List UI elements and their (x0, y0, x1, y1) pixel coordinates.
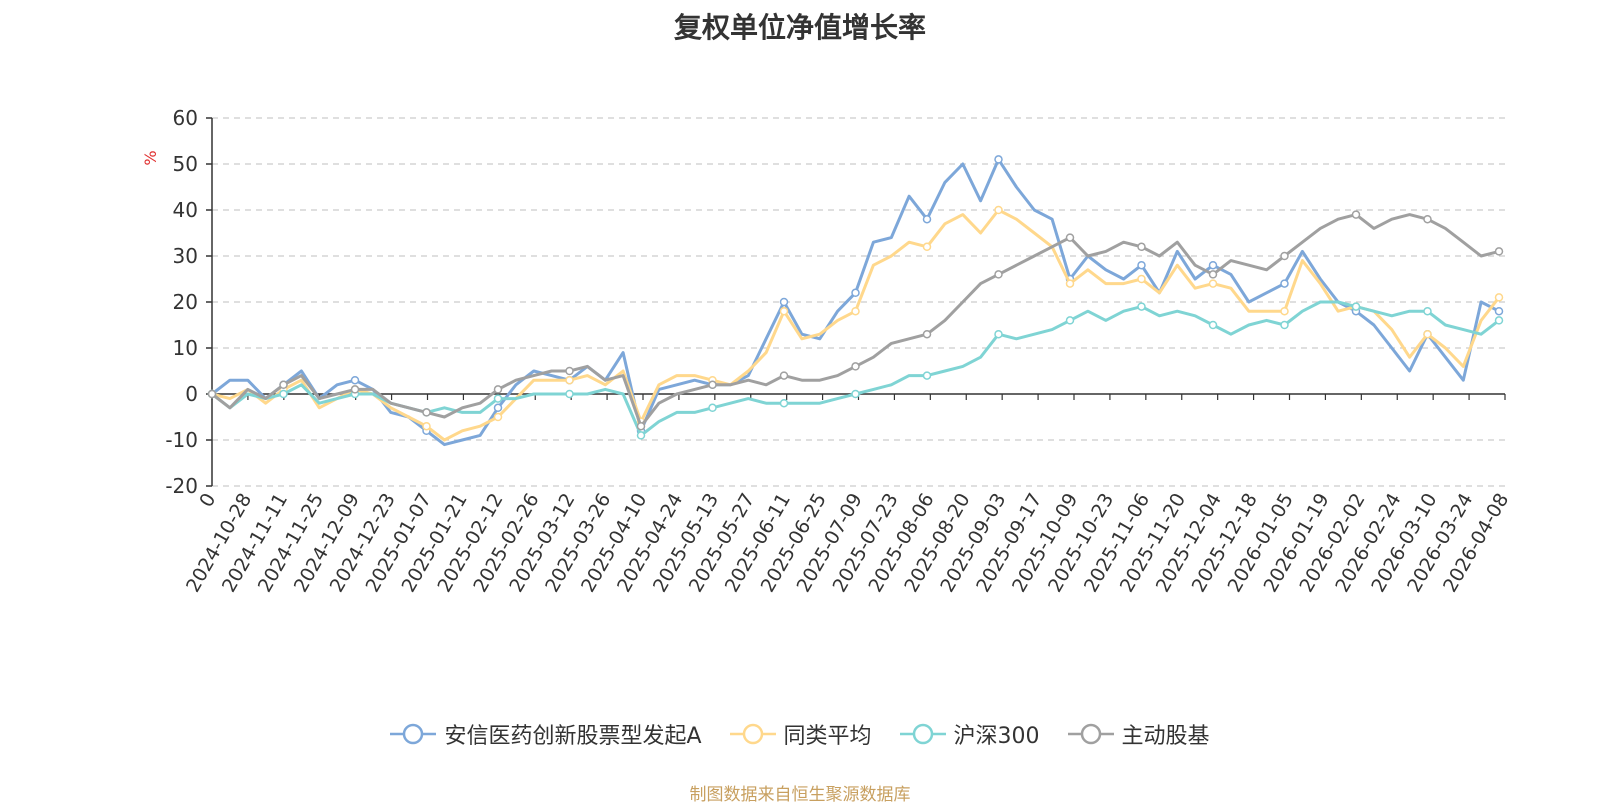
data-point (851, 389, 860, 399)
data-point (1065, 279, 1075, 288)
data-point (1280, 251, 1289, 261)
data-point (1208, 270, 1218, 279)
data-point (1065, 316, 1075, 325)
legend-symbol-icon (899, 723, 946, 745)
data-point (1351, 210, 1361, 219)
data-point (422, 408, 431, 417)
source-note: 制图数据来自恒生聚源数据库 (689, 785, 911, 805)
y-tick-label: 20 (173, 290, 198, 314)
chart-title: 复权单位净值增长率 (673, 11, 926, 44)
legend-label: 同类平均 (783, 724, 872, 749)
data-point (779, 297, 789, 307)
data-point (565, 366, 574, 376)
data-point (1494, 316, 1504, 325)
data-point (636, 431, 646, 440)
legend-item[interactable]: 沪深300 (899, 718, 1040, 750)
data-point (1423, 329, 1432, 339)
data-point (493, 385, 503, 394)
data-point (994, 270, 1003, 279)
axis-layer: -20-10010203040506002024-10-282024-11-11… (165, 106, 1513, 596)
series-layer (207, 155, 1504, 447)
data-point (922, 329, 932, 339)
data-point (994, 205, 1003, 215)
y-tick-label: 30 (173, 244, 198, 268)
data-point (1137, 274, 1146, 284)
legend-symbol-icon (729, 723, 776, 745)
data-point (493, 394, 503, 403)
data-point (1494, 306, 1504, 316)
data-point (1065, 233, 1075, 242)
data-point (279, 380, 288, 390)
data-point (1494, 247, 1504, 256)
data-point (1208, 260, 1218, 270)
data-point (1351, 302, 1361, 311)
y-tick-label: 40 (173, 198, 198, 222)
data-point (708, 403, 717, 413)
legend-label: 沪深300 (953, 724, 1040, 749)
data-point (1280, 306, 1289, 316)
x-tick-label: 0 (195, 490, 220, 511)
data-point (350, 385, 360, 394)
legend-label: 安信医药创新股票型发起A (444, 724, 702, 749)
y-tick-label: 0 (185, 382, 198, 406)
data-point (851, 306, 860, 316)
data-point (851, 362, 860, 371)
data-point (1423, 306, 1432, 316)
data-point (1423, 214, 1432, 224)
data-point (1208, 320, 1218, 330)
y-tick-label: -10 (165, 428, 198, 452)
data-point (422, 421, 431, 431)
legend-label: 主动股基 (1121, 724, 1210, 749)
legend-symbol-icon (390, 723, 437, 745)
data-point (565, 375, 574, 385)
legend-symbol-icon (1067, 723, 1114, 745)
data-point (1280, 279, 1289, 288)
data-point (1137, 242, 1146, 252)
data-point (994, 155, 1003, 164)
data-point (1494, 293, 1504, 302)
data-point (922, 214, 932, 224)
legend-item[interactable]: 主动股基 (1067, 718, 1210, 750)
data-point (779, 371, 789, 380)
data-point (779, 398, 789, 408)
data-point (851, 288, 860, 298)
y-tick-label: 60 (173, 106, 198, 130)
legend-item[interactable]: 安信医药创新股票型发起A (390, 718, 702, 750)
legend: 安信医药创新股票型发起A 同类平均 沪深300 主动股基 (0, 718, 1600, 750)
data-point (565, 389, 574, 399)
data-point (207, 389, 217, 399)
y-tick-label: -20 (165, 474, 198, 498)
data-point (1137, 260, 1146, 270)
data-point (279, 389, 288, 399)
data-point (636, 421, 646, 431)
data-point (350, 375, 360, 385)
data-point (779, 306, 789, 316)
y-axis-label: % (141, 150, 160, 165)
data-point (493, 412, 503, 422)
data-point (708, 380, 717, 390)
data-point (994, 329, 1003, 339)
data-point (922, 371, 932, 380)
y-tick-label: 10 (173, 336, 198, 360)
data-point (1280, 320, 1289, 330)
data-point (922, 242, 932, 252)
data-point (1137, 302, 1146, 311)
data-point (1208, 279, 1218, 288)
y-tick-label: 50 (173, 152, 198, 176)
legend-item[interactable]: 同类平均 (729, 718, 872, 750)
data-point (493, 403, 503, 413)
